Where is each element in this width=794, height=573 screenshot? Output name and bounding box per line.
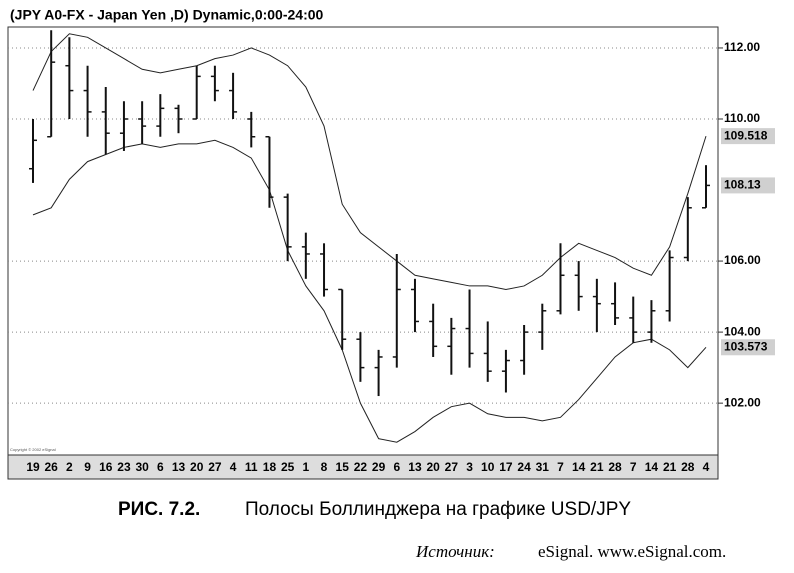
x-tick-label: 7 <box>557 460 564 474</box>
x-tick-label: 22 <box>354 460 368 474</box>
x-tick-label: 20 <box>190 460 204 474</box>
plot-frame <box>7 26 719 456</box>
x-tick-label: 15 <box>336 460 350 474</box>
y-tick-label: 110.00 <box>724 111 760 125</box>
x-tick-label: 13 <box>408 460 422 474</box>
last-close-label: 108.13 <box>724 178 761 192</box>
x-tick-label: 1 <box>302 460 309 474</box>
x-tick-label: 26 <box>45 460 59 474</box>
lower-band-label-box <box>721 339 775 356</box>
x-axis-strip <box>7 454 719 480</box>
x-tick-label: 9 <box>84 460 91 474</box>
x-tick-label: 21 <box>590 460 604 474</box>
x-tick-label: 2 <box>66 460 73 474</box>
x-tick-label: 4 <box>703 460 710 474</box>
x-tick-label: 14 <box>572 460 586 474</box>
y-tick-label: 104.00 <box>724 324 761 338</box>
x-tick-label: 14 <box>645 460 659 474</box>
x-tick-label: 6 <box>393 460 400 474</box>
band-line <box>32 33 707 290</box>
source-label: Источник: <box>415 542 495 561</box>
copyright: Copyright © 2002 eSignal <box>10 447 56 452</box>
x-tick-label: 21 <box>663 460 677 474</box>
y-tick-label: 102.00 <box>724 395 761 409</box>
x-tick-label: 27 <box>208 460 222 474</box>
x-tick-label: 13 <box>172 460 186 474</box>
caption-number: РИС. 7.2. <box>118 499 200 520</box>
source: eSignal. www.eSignal.com. <box>538 542 726 561</box>
x-tick-label: 31 <box>536 460 550 474</box>
x-tick-label: 17 <box>499 460 513 474</box>
x-tick-label: 7 <box>630 460 637 474</box>
upper-band-label: 109.518 <box>724 128 768 142</box>
x-tick-label: 3 <box>466 460 473 474</box>
x-tick-label: 28 <box>608 460 622 474</box>
x-tick-label: 29 <box>372 460 386 474</box>
x-tick-label: 27 <box>445 460 459 474</box>
x-tick-label: 11 <box>245 460 258 474</box>
x-tick-label: 16 <box>99 460 113 474</box>
x-tick-label: 28 <box>681 460 695 474</box>
x-tick-label: 24 <box>517 460 531 474</box>
x-tick-label: 30 <box>135 460 149 474</box>
x-tick-label: 8 <box>321 460 328 474</box>
x-tick-label: 23 <box>117 460 131 474</box>
x-tick-label: 10 <box>481 460 495 474</box>
y-tick-label: 112.00 <box>724 40 760 54</box>
x-tick-label: 18 <box>263 460 277 474</box>
lower-band-label: 103.573 <box>724 339 768 353</box>
x-tick-label: 4 <box>230 460 237 474</box>
last-close-label-box <box>721 177 775 194</box>
x-tick-label: 6 <box>157 460 164 474</box>
chart-title: (JPY A0-FX - Japan Yen ,D) Dynamic,0:00-… <box>10 7 324 23</box>
caption: Полосы Боллинджера на графике USD/JPY <box>245 499 631 520</box>
x-tick-label: 19 <box>26 460 40 474</box>
band-line <box>32 139 707 443</box>
y-tick-label: 106.00 <box>724 253 761 267</box>
x-tick-label: 20 <box>426 460 440 474</box>
x-tick-label: 25 <box>281 460 295 474</box>
upper-band-label-box <box>721 128 775 145</box>
